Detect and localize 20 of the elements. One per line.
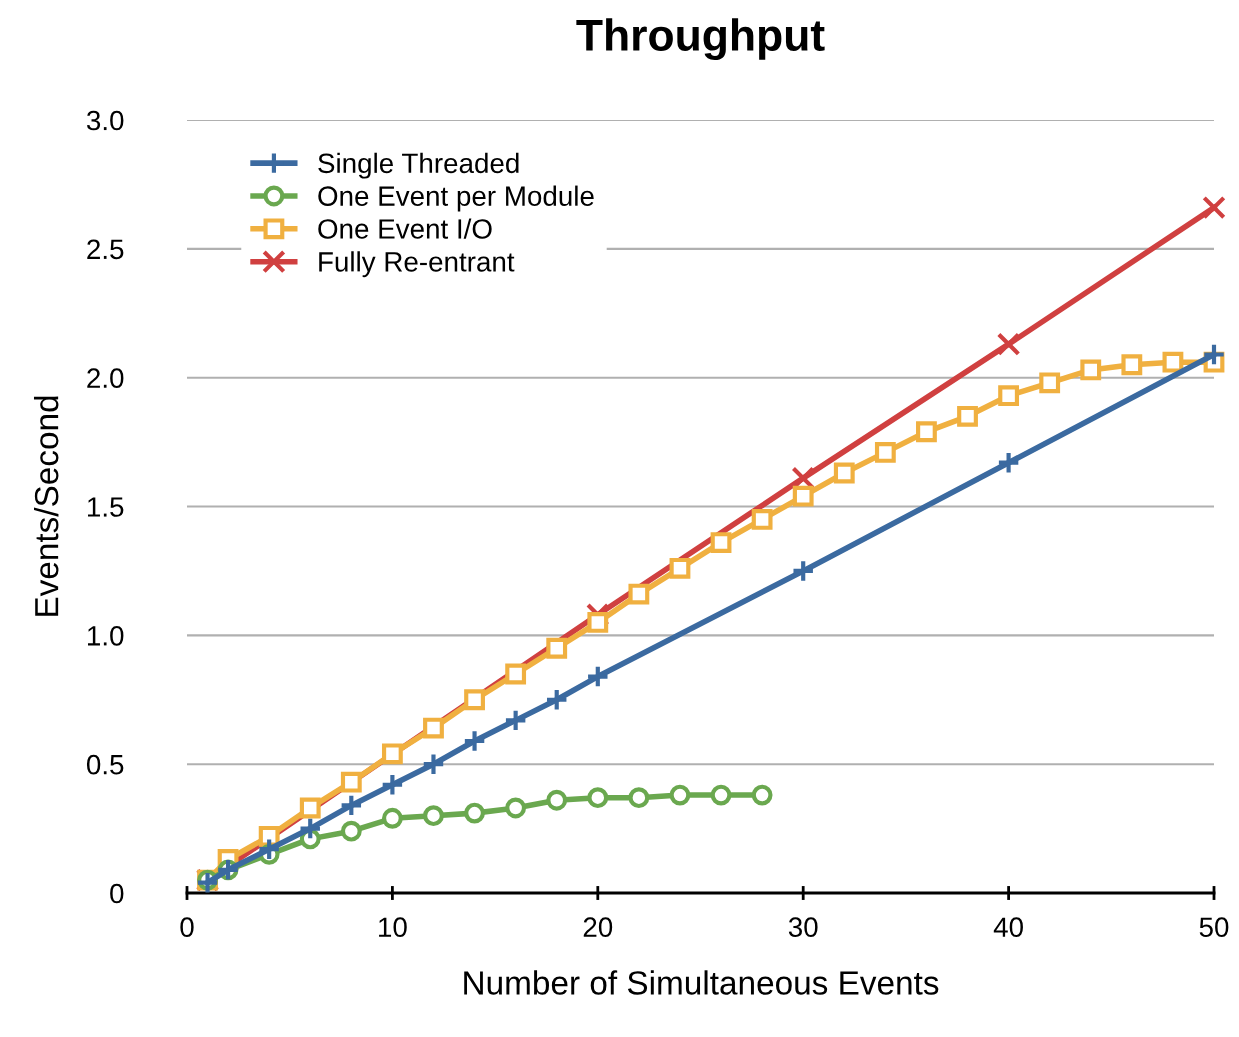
y-tick-label: 3.0 [86, 110, 124, 131]
x-tick-label: 40 [993, 917, 1023, 938]
chart-title: Throughput [576, 18, 825, 60]
x-tick-label: 10 [379, 917, 407, 938]
y-tick-label: 1.0 [88, 626, 124, 646]
x-tick-label: 30 [788, 917, 818, 938]
x-tick-label: 50 [1199, 917, 1229, 938]
legend-label: One Event per Module [318, 185, 594, 212]
legend-label: Single Threaded [318, 152, 519, 179]
y-axis-title: Events/Second [33, 396, 59, 616]
legend-label: Fully Re-entrant [319, 251, 515, 278]
x-axis-title: Number of Simultaneous Events [464, 970, 939, 995]
y-tick-label: 0.5 [86, 754, 124, 775]
y-tick-label: 0 [110, 883, 124, 904]
y-tick-label: 2.5 [87, 239, 124, 260]
x-tick-label: 20 [583, 917, 613, 938]
legend-label: One Event I/O [318, 218, 492, 239]
y-tick-label: 1.5 [88, 497, 124, 517]
x-tick-label: 0 [180, 917, 194, 938]
y-tick-label: 2.0 [87, 368, 124, 389]
